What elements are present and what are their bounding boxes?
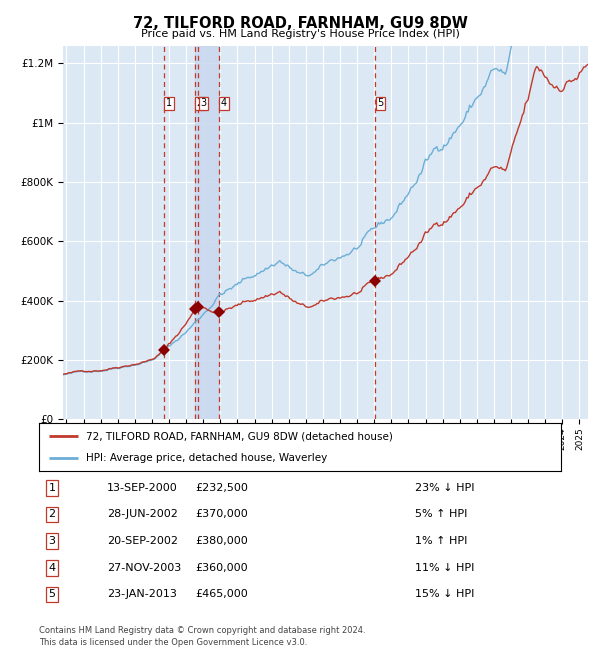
Text: 5: 5 xyxy=(49,590,56,599)
Text: 28-JUN-2002: 28-JUN-2002 xyxy=(107,510,178,519)
Text: 2: 2 xyxy=(49,510,56,519)
Text: 11% ↓ HPI: 11% ↓ HPI xyxy=(415,563,474,573)
Text: 5% ↑ HPI: 5% ↑ HPI xyxy=(415,510,467,519)
Text: HPI: Average price, detached house, Waverley: HPI: Average price, detached house, Wave… xyxy=(86,452,327,463)
Text: Price paid vs. HM Land Registry's House Price Index (HPI): Price paid vs. HM Land Registry's House … xyxy=(140,29,460,39)
Text: £465,000: £465,000 xyxy=(195,590,248,599)
Text: 23-JAN-2013: 23-JAN-2013 xyxy=(107,590,177,599)
Text: 23% ↓ HPI: 23% ↓ HPI xyxy=(415,483,475,493)
Text: 20-SEP-2002: 20-SEP-2002 xyxy=(107,536,178,546)
Text: 4: 4 xyxy=(221,98,227,109)
Text: 1% ↑ HPI: 1% ↑ HPI xyxy=(415,536,467,546)
Text: £380,000: £380,000 xyxy=(195,536,248,546)
Text: 5: 5 xyxy=(377,98,383,109)
Text: 3: 3 xyxy=(49,536,56,546)
Text: 27-NOV-2003: 27-NOV-2003 xyxy=(107,563,181,573)
Text: 13-SEP-2000: 13-SEP-2000 xyxy=(107,483,178,493)
Text: 72, TILFORD ROAD, FARNHAM, GU9 8DW (detached house): 72, TILFORD ROAD, FARNHAM, GU9 8DW (deta… xyxy=(86,431,393,441)
Text: Contains HM Land Registry data © Crown copyright and database right 2024.
This d: Contains HM Land Registry data © Crown c… xyxy=(39,626,365,647)
Text: 4: 4 xyxy=(49,563,56,573)
Text: 72, TILFORD ROAD, FARNHAM, GU9 8DW: 72, TILFORD ROAD, FARNHAM, GU9 8DW xyxy=(133,16,467,31)
Text: £360,000: £360,000 xyxy=(195,563,248,573)
Text: £232,500: £232,500 xyxy=(195,483,248,493)
Text: 1: 1 xyxy=(166,98,172,109)
Bar xyxy=(194,46,218,419)
Text: 3: 3 xyxy=(200,98,206,109)
Text: 1: 1 xyxy=(49,483,56,493)
Text: £370,000: £370,000 xyxy=(195,510,248,519)
Text: 2: 2 xyxy=(197,98,203,109)
Text: 15% ↓ HPI: 15% ↓ HPI xyxy=(415,590,474,599)
